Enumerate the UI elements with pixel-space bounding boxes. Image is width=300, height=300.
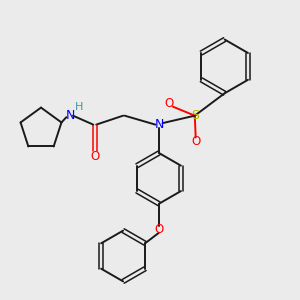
Text: O: O	[192, 134, 201, 148]
Text: H: H	[75, 102, 83, 112]
Text: N: N	[154, 118, 164, 131]
Text: O: O	[154, 223, 164, 236]
Text: N: N	[66, 109, 76, 122]
Text: O: O	[165, 97, 174, 110]
Text: O: O	[90, 150, 99, 164]
Text: S: S	[191, 109, 199, 122]
